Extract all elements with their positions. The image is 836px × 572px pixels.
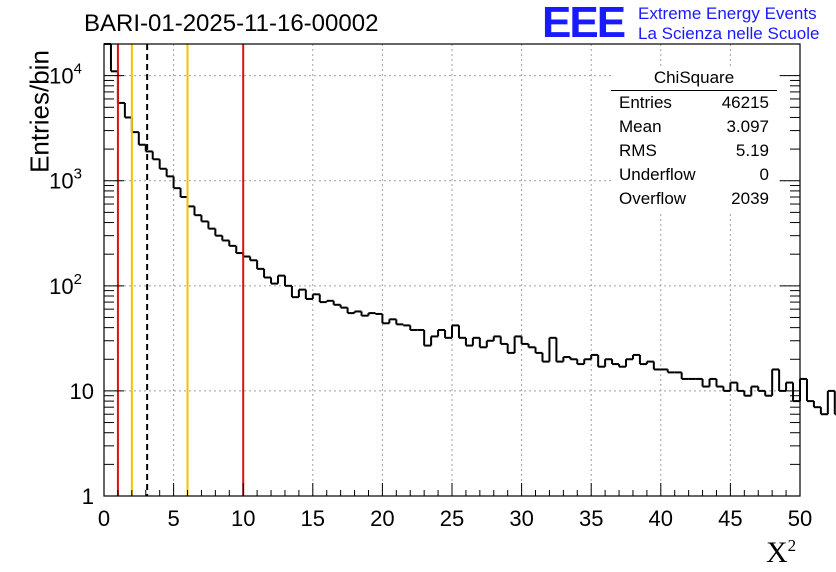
- x-tick-label: 45: [718, 506, 742, 531]
- x-tick-label: 30: [509, 506, 533, 531]
- y-tick-label-exponent: 2: [74, 271, 82, 288]
- stats-value: 0: [759, 165, 769, 184]
- y-tick-label-exponent: 4: [74, 61, 82, 78]
- y-tick-label: 103: [49, 166, 82, 194]
- y-tick-label: 10: [70, 379, 94, 404]
- plot-title: BARI-01-2025-11-16-00002: [84, 10, 379, 37]
- stats-box: ChiSquare Entries 46215 Mean 3.097 RMS 5.19…: [611, 66, 777, 212]
- stats-row-rms: RMS 5.19: [619, 141, 769, 165]
- x-tick-label: 35: [579, 506, 603, 531]
- x-tick-label: 15: [301, 506, 325, 531]
- x-tick-label: 10: [231, 506, 255, 531]
- y-tick-label-base: 10: [49, 274, 73, 299]
- threshold-lines: [116, 44, 245, 496]
- logo-line-1: Extreme Energy Events: [638, 4, 817, 23]
- y-tick-label: 104: [49, 61, 82, 89]
- stats-value: 3.097: [726, 117, 769, 136]
- stats-row-underflow: Underflow 0: [619, 165, 769, 189]
- y-tick-label-exponent: 3: [74, 166, 82, 183]
- stats-title: ChiSquare: [653, 68, 735, 87]
- x-tick-label: 40: [649, 506, 673, 531]
- x-tick-label: 25: [440, 506, 464, 531]
- stats-key: Underflow: [619, 165, 696, 184]
- stats-key: Mean: [619, 117, 662, 136]
- stats-value: 46215: [721, 93, 769, 112]
- axis-ticks: [103, 43, 801, 497]
- stats-row-entries: Entries 46215: [619, 93, 769, 117]
- y-tick-label-base: 10: [49, 64, 73, 89]
- y-tick-label: 102: [49, 271, 82, 299]
- x-axis-label-base: X: [766, 536, 788, 569]
- stats-key: RMS: [619, 141, 657, 160]
- eee-logo: EEE Extreme Energy Events La Scienza nel…: [542, 0, 832, 47]
- stats-key: Overflow: [619, 189, 687, 208]
- stats-value: 2039: [731, 189, 769, 208]
- stats-value: 5.19: [735, 141, 769, 160]
- x-tick-label: 50: [788, 506, 812, 531]
- y-tick-label: 1: [82, 484, 94, 509]
- stats-divider: [611, 90, 777, 91]
- x-tick-label: 5: [167, 506, 179, 531]
- stats-row-overflow: Overflow 2039: [619, 189, 769, 213]
- x-axis-label-exponent: 2: [787, 536, 797, 555]
- histogram: [104, 43, 836, 416]
- x-axis-label: X2: [766, 536, 796, 570]
- logo-line-2: La Scienza nelle Scuole: [638, 24, 820, 43]
- x-tick-label: 20: [370, 506, 394, 531]
- y-tick-label-base: 10: [49, 169, 73, 194]
- stats-key: Entries: [619, 93, 672, 112]
- x-tick-label: 0: [98, 506, 110, 531]
- stats-row-mean: Mean 3.097: [619, 117, 769, 141]
- logo-mark: EEE: [542, 0, 626, 47]
